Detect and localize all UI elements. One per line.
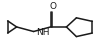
Text: O: O — [49, 2, 56, 11]
Text: NH: NH — [37, 28, 50, 37]
